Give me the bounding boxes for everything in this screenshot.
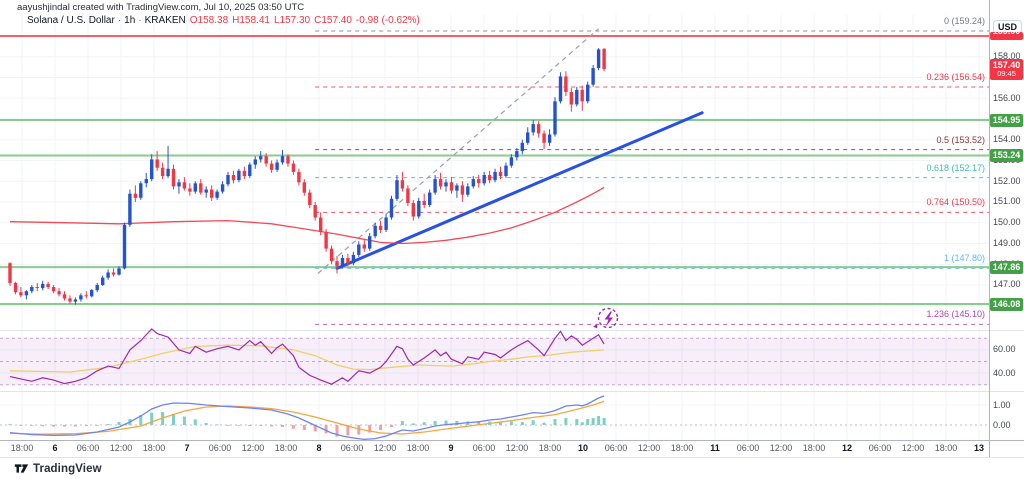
fib-level-label: 0 (159.24) (943, 15, 985, 26)
fib-level-label: 0.5 (153.52) (936, 134, 985, 145)
price-tick: 149.00 (993, 237, 1021, 248)
fib-level-label: 1.236 (145.10) (926, 309, 985, 320)
time-label: 8 (316, 443, 322, 453)
ohlc-high: H158.41 (232, 15, 270, 26)
macd-tick: 0.00 (993, 419, 1011, 430)
symbol-name: Solana / U.S. Dollar (27, 15, 115, 26)
time-label: 18:00 (274, 443, 298, 453)
time-label: 6 (52, 443, 58, 453)
time-label: 06:00 (736, 443, 760, 453)
time-label: 10 (577, 443, 589, 453)
time-label: 18:00 (142, 443, 166, 453)
price-tick: 156.00 (993, 92, 1021, 103)
time-label: 12:00 (637, 443, 661, 453)
macd-tick: 1.00 (993, 399, 1011, 410)
price-badge: 153.24 (990, 148, 1023, 162)
price-badge: 154.95 (990, 113, 1023, 127)
time-label: 06:00 (868, 443, 892, 453)
time-label: 12:00 (373, 443, 397, 453)
time-label: 18:00 (934, 443, 958, 453)
ohlc-open: O158.38 (189, 15, 229, 26)
time-label: 06:00 (340, 443, 364, 453)
time-label: 06:00 (472, 443, 496, 453)
fib-level-label: 0.764 (150.50) (926, 197, 985, 208)
fib-level-label: 0.236 (156.54) (926, 72, 985, 82)
time-label: 12 (841, 443, 853, 453)
credit-line: aayushjindal created with TradingView.co… (17, 2, 305, 13)
rsi-tick: 40.00 (993, 367, 1016, 378)
price-badge: 146.08 (990, 297, 1023, 311)
price-tick: 158.00 (993, 51, 1021, 62)
time-label: 18:00 (670, 443, 694, 453)
tradingview-logo[interactable]: TradingView (14, 461, 102, 476)
fib-level-label: 1 (147.80) (943, 253, 985, 264)
ohlc-low: L157.30 (273, 15, 311, 26)
price-tick: 152.00 (993, 175, 1021, 186)
tradingview-logo-text: TradingView (33, 462, 102, 475)
time-label: 18:00 (10, 443, 34, 453)
interval-label: 1h (124, 15, 136, 26)
time-label: 12:00 (505, 443, 529, 453)
exchange-label: KRAKEN (144, 15, 186, 26)
fib-level-label: 0.618 (152.17) (926, 162, 985, 173)
lightning-sticker-icon[interactable] (593, 307, 619, 329)
tradingview-logo-icon (14, 464, 29, 473)
time-label: 9 (448, 443, 454, 453)
time-label: 13 (973, 443, 985, 453)
time-label: 06:00 (208, 443, 232, 453)
price-tick: 154.00 (993, 134, 1021, 145)
time-label: 18:00 (406, 443, 430, 453)
time-label: 18:00 (538, 443, 562, 453)
time-label: 7 (184, 443, 190, 453)
legend-separator: · (138, 15, 142, 26)
rsi-tick: 60.00 (993, 344, 1016, 355)
symbol-legend[interactable]: Solana / U.S. Dollar · 1h · KRAKEN O158.38 H15… (27, 15, 420, 26)
time-label: 11 (710, 443, 720, 453)
price-tick: 150.00 (993, 217, 1021, 228)
price-badge: 157.40 09:45 (990, 59, 1023, 81)
time-label: 06:00 (604, 443, 628, 453)
price-tick: 151.00 (993, 196, 1021, 207)
price-tick: 147.00 (993, 279, 1021, 290)
ohlc-close: C157.40 (314, 15, 352, 26)
time-label: 12:00 (769, 443, 793, 453)
time-label: 06:00 (76, 443, 100, 453)
time-label: 12:00 (109, 443, 133, 453)
change-value: -0.98 (-0.62%) (355, 15, 420, 26)
time-label: 12:00 (901, 443, 925, 453)
legend-separator: · (117, 15, 122, 26)
price-badge: 159.00 (990, 32, 1023, 40)
time-label: 12:00 (241, 443, 265, 453)
time-label: 18:00 (802, 443, 826, 453)
price-badge: 147.86 (990, 260, 1023, 274)
